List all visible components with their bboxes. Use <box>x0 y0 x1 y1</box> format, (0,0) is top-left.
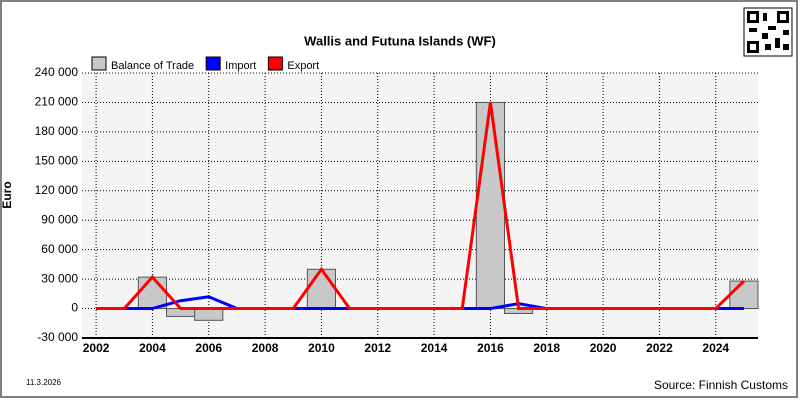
y-axis-label: Euro <box>0 181 14 208</box>
x-tick-label: 2024 <box>702 341 729 355</box>
y-tick-label: 120 000 <box>35 183 79 197</box>
bar <box>137 276 167 310</box>
x-tick-label: 2008 <box>252 341 279 355</box>
qr-code <box>743 7 793 57</box>
source: Source: Finnish Customs <box>654 378 788 392</box>
y-tick-label: 210 000 <box>35 95 79 109</box>
legend-swatch <box>267 56 283 71</box>
x-tick-label: 2016 <box>477 341 504 355</box>
legend-label: Export <box>287 60 319 72</box>
legend-label: Import <box>225 60 256 72</box>
chart-title: Wallis and Futuna Islands (WF) <box>304 33 496 48</box>
x-tick-label: 2020 <box>590 341 617 355</box>
bar <box>194 308 224 321</box>
line <box>96 102 745 311</box>
x-tick-label: 2014 <box>421 341 448 355</box>
y-tick-label: 30 000 <box>41 271 78 285</box>
x-tick-label: 2010 <box>308 341 335 355</box>
legend-swatch <box>91 56 107 71</box>
bar <box>729 280 759 310</box>
bar <box>475 101 506 310</box>
y-tick-label: -30 000 <box>37 330 78 344</box>
bar <box>306 268 337 310</box>
x-tick-label: 2006 <box>195 341 222 355</box>
plot-area <box>82 73 758 338</box>
x-tick-label: 2004 <box>139 341 166 355</box>
legend-label: Balance of Trade <box>111 60 194 72</box>
y-tick-label: 180 000 <box>35 124 79 138</box>
y-tick-label: 0 <box>71 301 78 315</box>
y-tick-label: 90 000 <box>41 212 78 226</box>
date: 11.3.2026 <box>26 378 62 387</box>
legend-swatch <box>205 56 221 71</box>
y-tick-label: 150 000 <box>35 154 79 168</box>
y-tick-label: 60 000 <box>41 242 78 256</box>
y-tick-label: 240 000 <box>35 65 79 79</box>
x-tick-label: 2022 <box>646 341 673 355</box>
x-tick-label: 2002 <box>83 341 110 355</box>
x-tick-label: 2012 <box>364 341 391 355</box>
x-tick-label: 2018 <box>533 341 560 355</box>
